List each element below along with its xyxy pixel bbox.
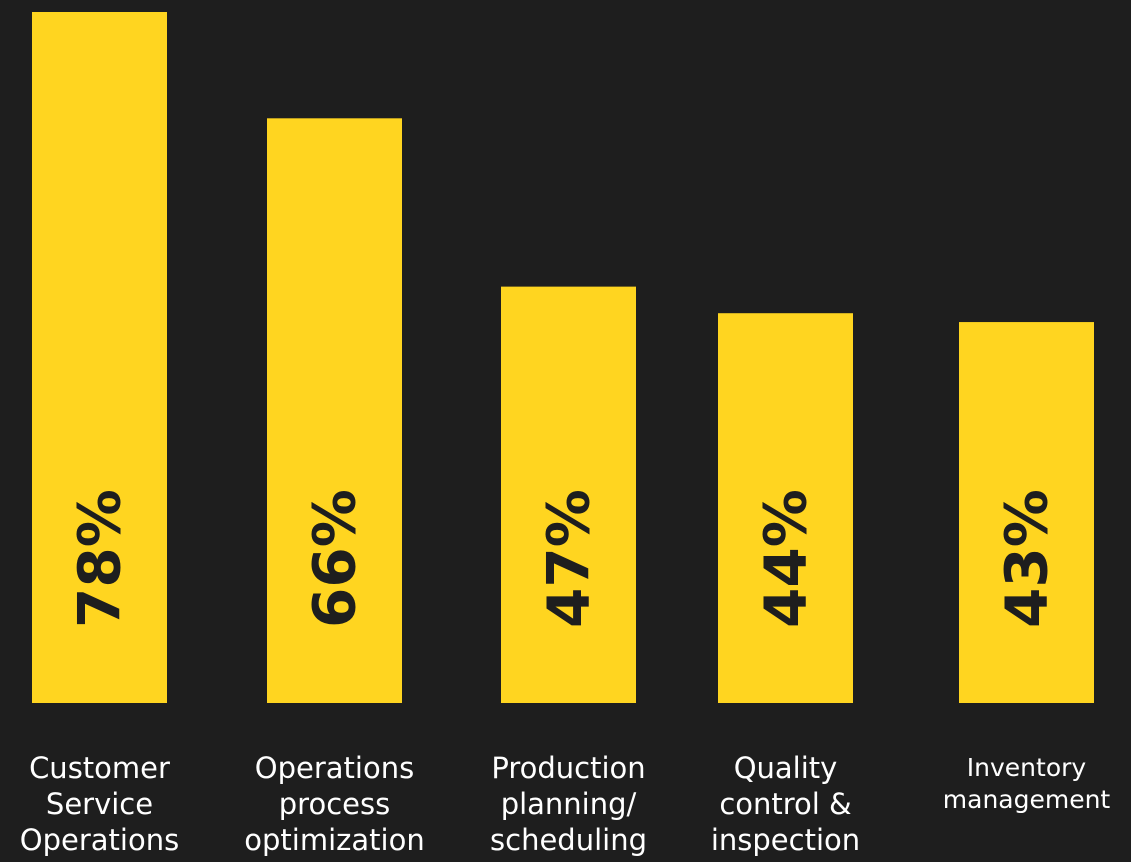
- value-label: 47%: [535, 489, 603, 628]
- category-label: Quality control & inspection: [710, 751, 861, 857]
- value-label: 66%: [301, 489, 369, 628]
- bar: [501, 286, 636, 703]
- value-label: 44%: [752, 489, 820, 628]
- bar: [718, 313, 853, 703]
- bar: [32, 12, 167, 703]
- category-label: Operations process optimization: [244, 751, 425, 857]
- value-label: 43%: [993, 489, 1061, 628]
- category-label: Production planning/ scheduling: [490, 751, 647, 857]
- category-label: Customer Service Operations: [19, 751, 180, 857]
- category-label: Inventory management: [942, 753, 1111, 814]
- value-label: 78%: [66, 489, 134, 628]
- bar: [267, 118, 402, 704]
- bar: [959, 322, 1094, 703]
